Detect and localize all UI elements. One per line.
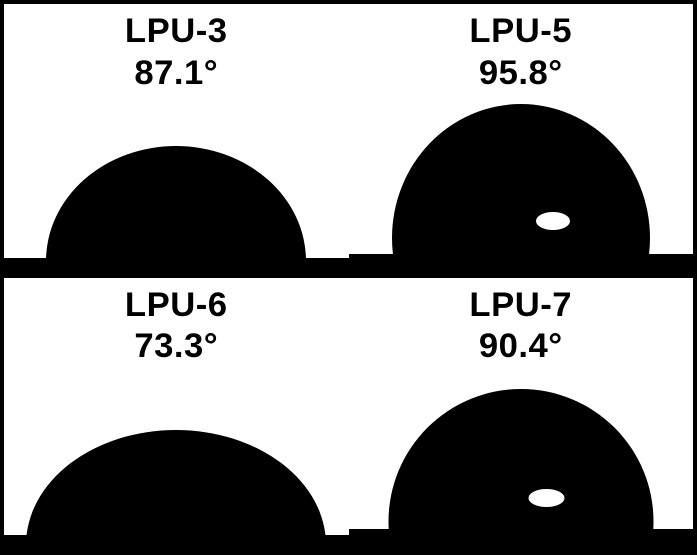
droplet-shape-lpu5 <box>392 104 650 254</box>
panel-angle-lpu5: 95.8° <box>479 54 563 94</box>
panel-title-lpu3: LPU-3 <box>125 12 228 52</box>
reflection-speck-lpu7 <box>528 489 564 507</box>
drop-area-lpu6 <box>4 535 349 551</box>
panel-angle-lpu3: 87.1° <box>134 54 218 94</box>
drop-area-lpu5 <box>349 254 694 278</box>
droplet-lpu3 <box>46 146 306 258</box>
panel-lpu5: LPU-5 95.8° <box>349 4 694 278</box>
droplet-lpu7 <box>388 389 653 529</box>
panel-lpu3: LPU-3 87.1° <box>4 4 349 278</box>
panel-title-lpu5: LPU-5 <box>469 12 572 52</box>
panel-lpu7: LPU-7 90.4° <box>349 278 694 552</box>
droplet-lpu5 <box>392 104 650 254</box>
droplet-lpu6 <box>26 430 326 535</box>
reflection-speck-lpu5 <box>536 212 570 230</box>
substrate-lpu7 <box>349 529 694 551</box>
substrate-lpu3 <box>4 258 349 278</box>
panel-title-lpu7: LPU-7 <box>469 286 572 326</box>
contact-angle-figure: LPU-3 87.1° LPU-5 95.8° LPU-6 73.3° <box>0 0 697 555</box>
droplet-shape-lpu3 <box>46 146 306 258</box>
substrate-lpu6 <box>4 535 349 551</box>
substrate-lpu5 <box>349 254 694 278</box>
panel-angle-lpu7: 90.4° <box>479 327 563 367</box>
droplet-shape-lpu6 <box>26 430 326 535</box>
drop-area-lpu3 <box>4 258 349 278</box>
panel-angle-lpu6: 73.3° <box>134 327 218 367</box>
panel-title-lpu6: LPU-6 <box>125 286 228 326</box>
drop-area-lpu7 <box>349 529 694 551</box>
droplet-shape-lpu7 <box>388 389 653 529</box>
panel-lpu6: LPU-6 73.3° <box>4 278 349 552</box>
